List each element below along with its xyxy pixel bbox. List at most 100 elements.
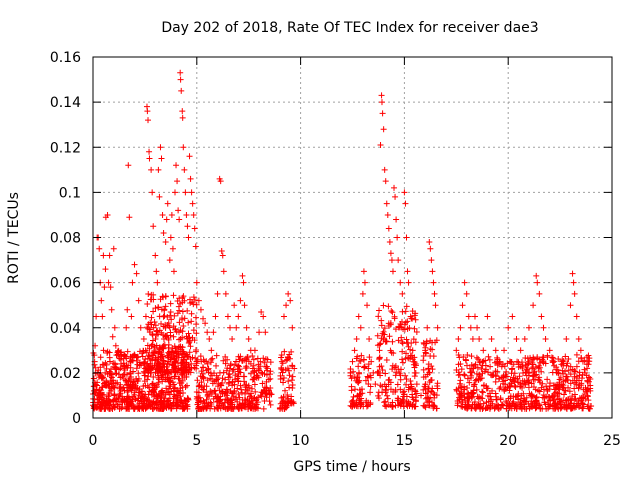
data-point — [159, 378, 166, 385]
y-tick-label: 0.1 — [59, 185, 81, 201]
data-point — [488, 336, 495, 343]
data-point — [215, 380, 222, 387]
data-point — [479, 370, 486, 377]
data-point — [432, 302, 439, 309]
data-point — [246, 397, 253, 404]
data-point — [289, 399, 296, 406]
data-point — [361, 363, 368, 370]
data-point — [179, 308, 186, 315]
data-point — [507, 403, 514, 410]
data-point — [404, 268, 411, 275]
data-point — [285, 367, 292, 374]
data-point — [267, 359, 274, 366]
data-point — [421, 403, 428, 410]
data-point — [174, 178, 181, 185]
data-point — [179, 108, 186, 115]
data-point — [106, 384, 113, 391]
data-point — [146, 155, 153, 162]
data-point — [138, 398, 145, 405]
data-point — [423, 340, 430, 347]
data-point — [463, 290, 470, 297]
data-point — [197, 306, 204, 313]
data-point — [571, 396, 578, 403]
data-point — [259, 380, 266, 387]
data-point — [252, 388, 259, 395]
data-point — [278, 358, 285, 365]
data-point — [468, 372, 475, 379]
data-point — [104, 348, 111, 355]
data-point — [471, 401, 478, 408]
data-point — [260, 313, 267, 320]
data-point — [287, 399, 294, 406]
data-point — [563, 336, 570, 343]
data-point — [378, 363, 385, 370]
data-point — [170, 323, 177, 330]
data-point — [544, 352, 551, 359]
data-point — [402, 308, 409, 315]
data-point — [396, 324, 403, 331]
data-point — [286, 384, 293, 391]
data-point — [283, 302, 290, 309]
data-point — [364, 302, 371, 309]
data-point — [197, 353, 204, 360]
data-point — [392, 372, 399, 379]
data-point — [549, 392, 556, 399]
data-point — [425, 402, 432, 409]
data-point — [148, 388, 155, 395]
data-point — [266, 398, 273, 405]
data-point — [492, 347, 499, 354]
data-point — [90, 405, 97, 412]
data-point — [155, 304, 162, 311]
data-point — [571, 391, 578, 398]
data-point — [192, 314, 199, 321]
data-point — [353, 377, 360, 384]
data-point — [394, 234, 401, 241]
data-point — [210, 329, 217, 336]
data-point — [180, 357, 187, 364]
data-point — [178, 366, 185, 373]
data-point — [515, 390, 522, 397]
data-point — [141, 378, 148, 385]
data-point — [227, 397, 234, 404]
data-point — [521, 398, 528, 405]
data-point — [195, 389, 202, 396]
data-point — [209, 355, 216, 362]
data-point — [403, 234, 410, 241]
data-point — [385, 225, 392, 232]
data-point — [125, 382, 132, 389]
data-point — [157, 144, 164, 151]
data-point — [391, 184, 398, 191]
data-point — [185, 234, 192, 241]
data-point — [571, 290, 578, 297]
data-point — [583, 388, 590, 395]
data-point — [407, 313, 414, 320]
data-point — [208, 347, 215, 354]
data-point — [145, 362, 152, 369]
data-point — [168, 405, 175, 412]
data-point — [383, 338, 390, 345]
data-point — [200, 374, 207, 381]
data-point — [546, 403, 553, 410]
data-point — [163, 367, 170, 374]
data-points — [90, 69, 595, 412]
data-point — [117, 381, 124, 388]
data-point — [179, 316, 186, 323]
data-point — [102, 266, 109, 273]
data-point — [535, 362, 542, 369]
data-point — [426, 239, 433, 246]
y-tick-label: 0.04 — [50, 321, 81, 337]
data-point — [237, 369, 244, 376]
data-point — [488, 372, 495, 379]
data-point — [198, 368, 205, 375]
data-point — [554, 400, 561, 407]
data-point — [226, 370, 233, 377]
data-point — [248, 385, 255, 392]
data-point — [214, 290, 221, 297]
data-point — [107, 387, 114, 394]
data-point — [351, 386, 358, 393]
data-point — [356, 399, 363, 406]
data-point — [139, 388, 146, 395]
data-point — [582, 369, 589, 376]
data-point — [418, 392, 425, 399]
data-point — [386, 239, 393, 246]
